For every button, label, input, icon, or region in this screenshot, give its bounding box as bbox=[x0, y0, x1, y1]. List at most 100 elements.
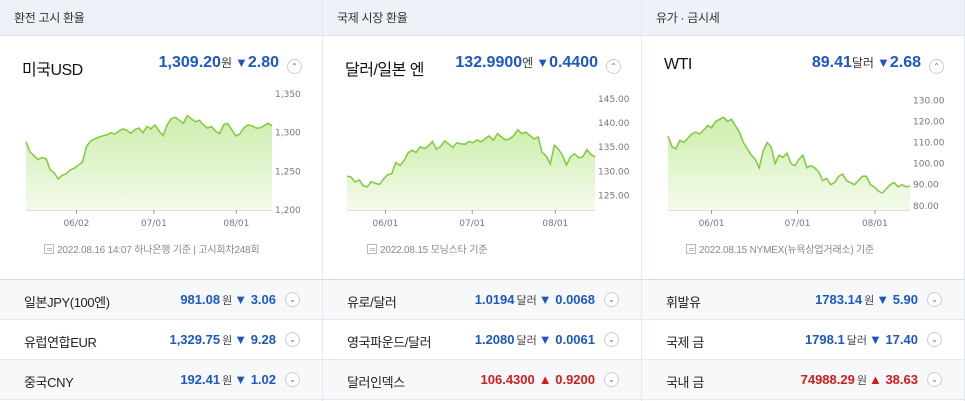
x-tick-label: 07/01 bbox=[785, 219, 811, 229]
data-source: 2022.08.15 NYMEX(뉴욕상업거래소) 기준 bbox=[686, 241, 874, 256]
rate-row-price: 74988.29 bbox=[800, 372, 855, 387]
expand-chevron-icon[interactable]: ⌄ bbox=[927, 332, 942, 347]
rate-row-name: 유럽연합EUR bbox=[24, 335, 97, 350]
rate-row-unit: 원 bbox=[222, 335, 233, 347]
rate-row-change: 0.9200 bbox=[555, 372, 595, 387]
data-source-text: 2022.08.16 14:07 하나은행 기준 | 고시회차248회 bbox=[57, 245, 260, 256]
rate-row-change: 38.63 bbox=[885, 372, 918, 387]
main-rate-name: WTI bbox=[664, 56, 692, 73]
rate-row-price: 192.41 bbox=[180, 372, 221, 387]
rate-chart: 06/01 07/01 08/01 130.00 120.00 110.00 100.00 9… bbox=[642, 82, 964, 237]
main-rate-name: 달러/일본 엔 bbox=[345, 62, 425, 79]
main-rate-values: 132.9900엔 ▼0.4400 bbox=[455, 54, 598, 72]
expand-chevron-icon[interactable]: ⌄ bbox=[285, 332, 300, 347]
rate-chart: 06/01 07/01 08/01 145.00 140.00 135.00 130.00 1… bbox=[323, 82, 641, 237]
rate-row-values: 192.41 원 ▼ 1.02 bbox=[180, 372, 276, 388]
x-tick-label: 06/02 bbox=[63, 219, 89, 229]
rate-row-name: 국내 금 bbox=[666, 375, 704, 390]
expand-chevron-icon[interactable]: ⌄ bbox=[604, 332, 619, 347]
rate-row[interactable]: 국제 금 1798.1 달러 ▼ 17.40 ⌄ bbox=[642, 320, 964, 360]
rate-row-unit: 원 bbox=[856, 375, 867, 387]
main-rate-values: 89.41달러 ▼2.68 bbox=[812, 54, 921, 72]
rate-row-price: 1.2080 bbox=[474, 332, 515, 347]
rate-row-name: 국제 금 bbox=[666, 335, 704, 350]
change-direction-icon: ▲ bbox=[538, 372, 556, 387]
rate-row-unit: 원 bbox=[864, 295, 875, 307]
rate-row-values: 981.08 원 ▼ 3.06 bbox=[180, 292, 276, 308]
y-tick-label: 130.00 bbox=[913, 96, 945, 106]
rate-row-change: 0.0068 bbox=[555, 292, 595, 307]
rate-row[interactable]: 유럽연합EUR 1,329.75 원 ▼ 9.28 ⌄ bbox=[0, 320, 322, 360]
rate-row-values: 1798.1 달러 ▼ 17.40 bbox=[805, 332, 918, 348]
panel-header-label: 환전 고시 환율 bbox=[14, 11, 85, 25]
main-rate-unit: 원 bbox=[220, 56, 232, 70]
rate-chart-svg: 06/01 07/01 08/01 145.00 140.00 135.00 130.00 1… bbox=[346, 95, 630, 229]
rate-chart: 06/02 07/01 08/01 1,350 1,300 1,250 1,200 bbox=[0, 82, 322, 237]
rate-row-name: 일본JPY(100엔) bbox=[24, 295, 110, 310]
x-tick-label: 08/01 bbox=[223, 219, 249, 229]
series-line bbox=[346, 128, 596, 188]
rate-row[interactable]: 일본JPY(100엔) 981.08 원 ▼ 3.06 ⌄ bbox=[0, 280, 322, 320]
rate-row-unit: 달러 bbox=[846, 335, 867, 347]
main-rate[interactable]: WTI 89.41달러 ▼2.68 ⌃ bbox=[642, 54, 964, 78]
expand-chevron-icon[interactable]: ⌄ bbox=[927, 292, 942, 307]
rate-row-price: 981.08 bbox=[180, 292, 221, 307]
rate-row-price: 106.4300 bbox=[480, 372, 535, 387]
rate-chart-svg: 06/01 07/01 08/01 130.00 120.00 110.00 100.00 9… bbox=[667, 96, 945, 229]
rate-chart-svg: 06/02 07/01 08/01 1,350 1,300 1,250 1,200 bbox=[25, 90, 301, 229]
panel-header[interactable]: 유가 · 금시세 bbox=[642, 0, 964, 36]
data-source: 2022.08.15 모닝스타 기준 bbox=[367, 241, 487, 256]
y-tick-label: 110.00 bbox=[913, 139, 945, 149]
rate-row[interactable]: 달러인덱스 106.4300 ▲ 0.9200 ⌄ bbox=[323, 360, 641, 400]
document-icon bbox=[367, 244, 377, 254]
main-rate-name: 미국USD bbox=[22, 62, 83, 79]
main-rate-change: ▼0.4400 bbox=[536, 54, 598, 71]
y-tick-label: 1,250 bbox=[275, 167, 301, 177]
main-rate-unit: 엔 bbox=[522, 56, 534, 70]
rate-row-values: 1.2080 달러 ▼ 0.0061 bbox=[475, 332, 595, 348]
panel-header-label: 유가 · 금시세 bbox=[656, 11, 720, 25]
rate-row-name: 달러인덱스 bbox=[347, 375, 405, 390]
y-tick-label: 125.00 bbox=[598, 192, 630, 202]
panel-oil-gold: 유가 · 금시세 WTI 89.41달러 ▼2.68 ⌃ 06/01 07/01 08… bbox=[642, 0, 965, 401]
y-tick-label: 1,200 bbox=[275, 206, 301, 216]
change-direction-icon: ▼ bbox=[876, 292, 893, 307]
rate-row[interactable]: 영국파운드/달러 1.2080 달러 ▼ 0.0061 ⌄ bbox=[323, 320, 641, 360]
panel-header[interactable]: 환전 고시 환율 bbox=[0, 0, 322, 36]
data-source-text: 2022.08.15 모닝스타 기준 bbox=[380, 245, 488, 256]
collapse-chevron-icon[interactable]: ⌃ bbox=[606, 59, 621, 74]
main-rate[interactable]: 달러/일본 엔 132.9900엔 ▼0.4400 ⌃ bbox=[323, 54, 641, 79]
series-line bbox=[25, 114, 273, 181]
collapse-chevron-icon[interactable]: ⌃ bbox=[287, 59, 302, 74]
change-direction-icon: ▼ bbox=[868, 332, 886, 347]
main-rate-change-value: 0.4400 bbox=[549, 54, 598, 71]
rate-row-change: 3.06 bbox=[250, 292, 276, 307]
rate-row-price: 1.0194 bbox=[474, 292, 515, 307]
rate-row-unit: 달러 bbox=[516, 335, 537, 347]
main-rate-change-value: 2.80 bbox=[247, 54, 279, 71]
panel-header-label: 국제 시장 환율 bbox=[337, 11, 408, 25]
rate-row[interactable]: 휘발유 1783.14 원 ▼ 5.90 ⌄ bbox=[642, 280, 964, 320]
rate-row-change: 1.02 bbox=[250, 372, 276, 387]
rate-row-change: 17.40 bbox=[885, 332, 918, 347]
main-rate[interactable]: 미국USD 1,309.20원 ▼2.80 ⌃ bbox=[0, 54, 322, 79]
rate-row[interactable]: 국내 금 74988.29 원 ▲ 38.63 ⌄ bbox=[642, 360, 964, 400]
expand-chevron-icon[interactable]: ⌄ bbox=[604, 372, 619, 387]
rate-row-change: 5.90 bbox=[892, 292, 918, 307]
expand-chevron-icon[interactable]: ⌄ bbox=[285, 372, 300, 387]
rate-row-change: 0.0061 bbox=[555, 332, 595, 347]
expand-chevron-icon[interactable]: ⌄ bbox=[285, 292, 300, 307]
expand-chevron-icon[interactable]: ⌄ bbox=[604, 292, 619, 307]
series-area bbox=[668, 117, 910, 210]
rate-row[interactable]: 중국CNY 192.41 원 ▼ 1.02 ⌄ bbox=[0, 360, 322, 400]
rate-row-price: 1798.1 bbox=[804, 332, 845, 347]
y-tick-label: 1,300 bbox=[275, 129, 301, 139]
change-direction-icon: ▼ bbox=[234, 55, 248, 70]
expand-chevron-icon[interactable]: ⌄ bbox=[927, 372, 942, 387]
panel-header[interactable]: 국제 시장 환율 bbox=[323, 0, 641, 36]
rate-row[interactable]: 유로/달러 1.0194 달러 ▼ 0.0068 ⌄ bbox=[323, 280, 641, 320]
y-tick-label: 130.00 bbox=[598, 167, 630, 177]
collapse-chevron-icon[interactable]: ⌃ bbox=[929, 59, 944, 74]
rate-row-name: 휘발유 bbox=[666, 295, 701, 310]
